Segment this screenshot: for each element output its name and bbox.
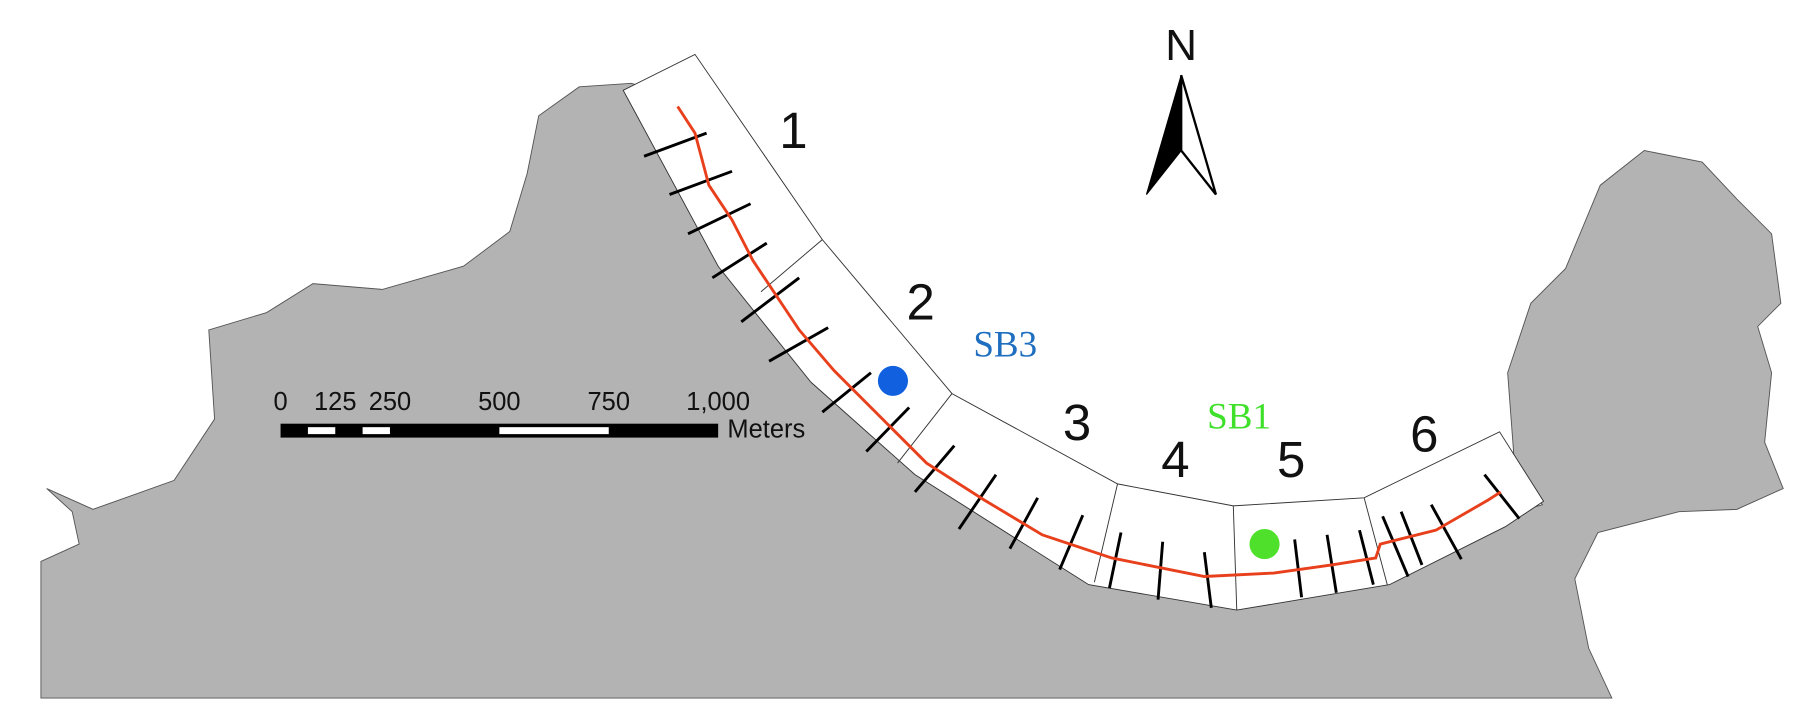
scale-tick-label: 500 <box>478 388 520 416</box>
zone-label: 1 <box>779 102 807 159</box>
transects <box>643 131 1521 608</box>
station-marker <box>877 365 908 396</box>
scale-tick-label: 1,000 <box>686 388 750 416</box>
zone-boundaries <box>760 239 1388 611</box>
zone-label: 4 <box>1161 431 1189 488</box>
scale-bar-segment <box>307 427 336 435</box>
north-label: N <box>1165 21 1197 70</box>
north-arrow <box>1145 75 1182 195</box>
scale-tick-label: 125 <box>314 388 356 416</box>
scale-bar-segment <box>499 427 609 435</box>
zone-label: 6 <box>1410 405 1438 462</box>
station-label: SB3 <box>973 325 1037 366</box>
north-arrow <box>1180 74 1218 196</box>
scale-bar-segment <box>362 427 390 435</box>
station-label: SB1 <box>1207 396 1271 437</box>
scale-tick-label: 250 <box>369 388 411 416</box>
station-marker <box>1249 529 1280 560</box>
zone-label: 2 <box>907 274 935 331</box>
shoreline <box>676 105 1502 578</box>
scale-tick-label: 750 <box>588 388 630 416</box>
beach-zones <box>622 53 1545 611</box>
scale-unit: Meters <box>727 416 805 444</box>
zone-label: 3 <box>1063 394 1091 451</box>
scale-tick-label: 0 <box>273 388 287 416</box>
zone-label: 5 <box>1277 431 1305 488</box>
